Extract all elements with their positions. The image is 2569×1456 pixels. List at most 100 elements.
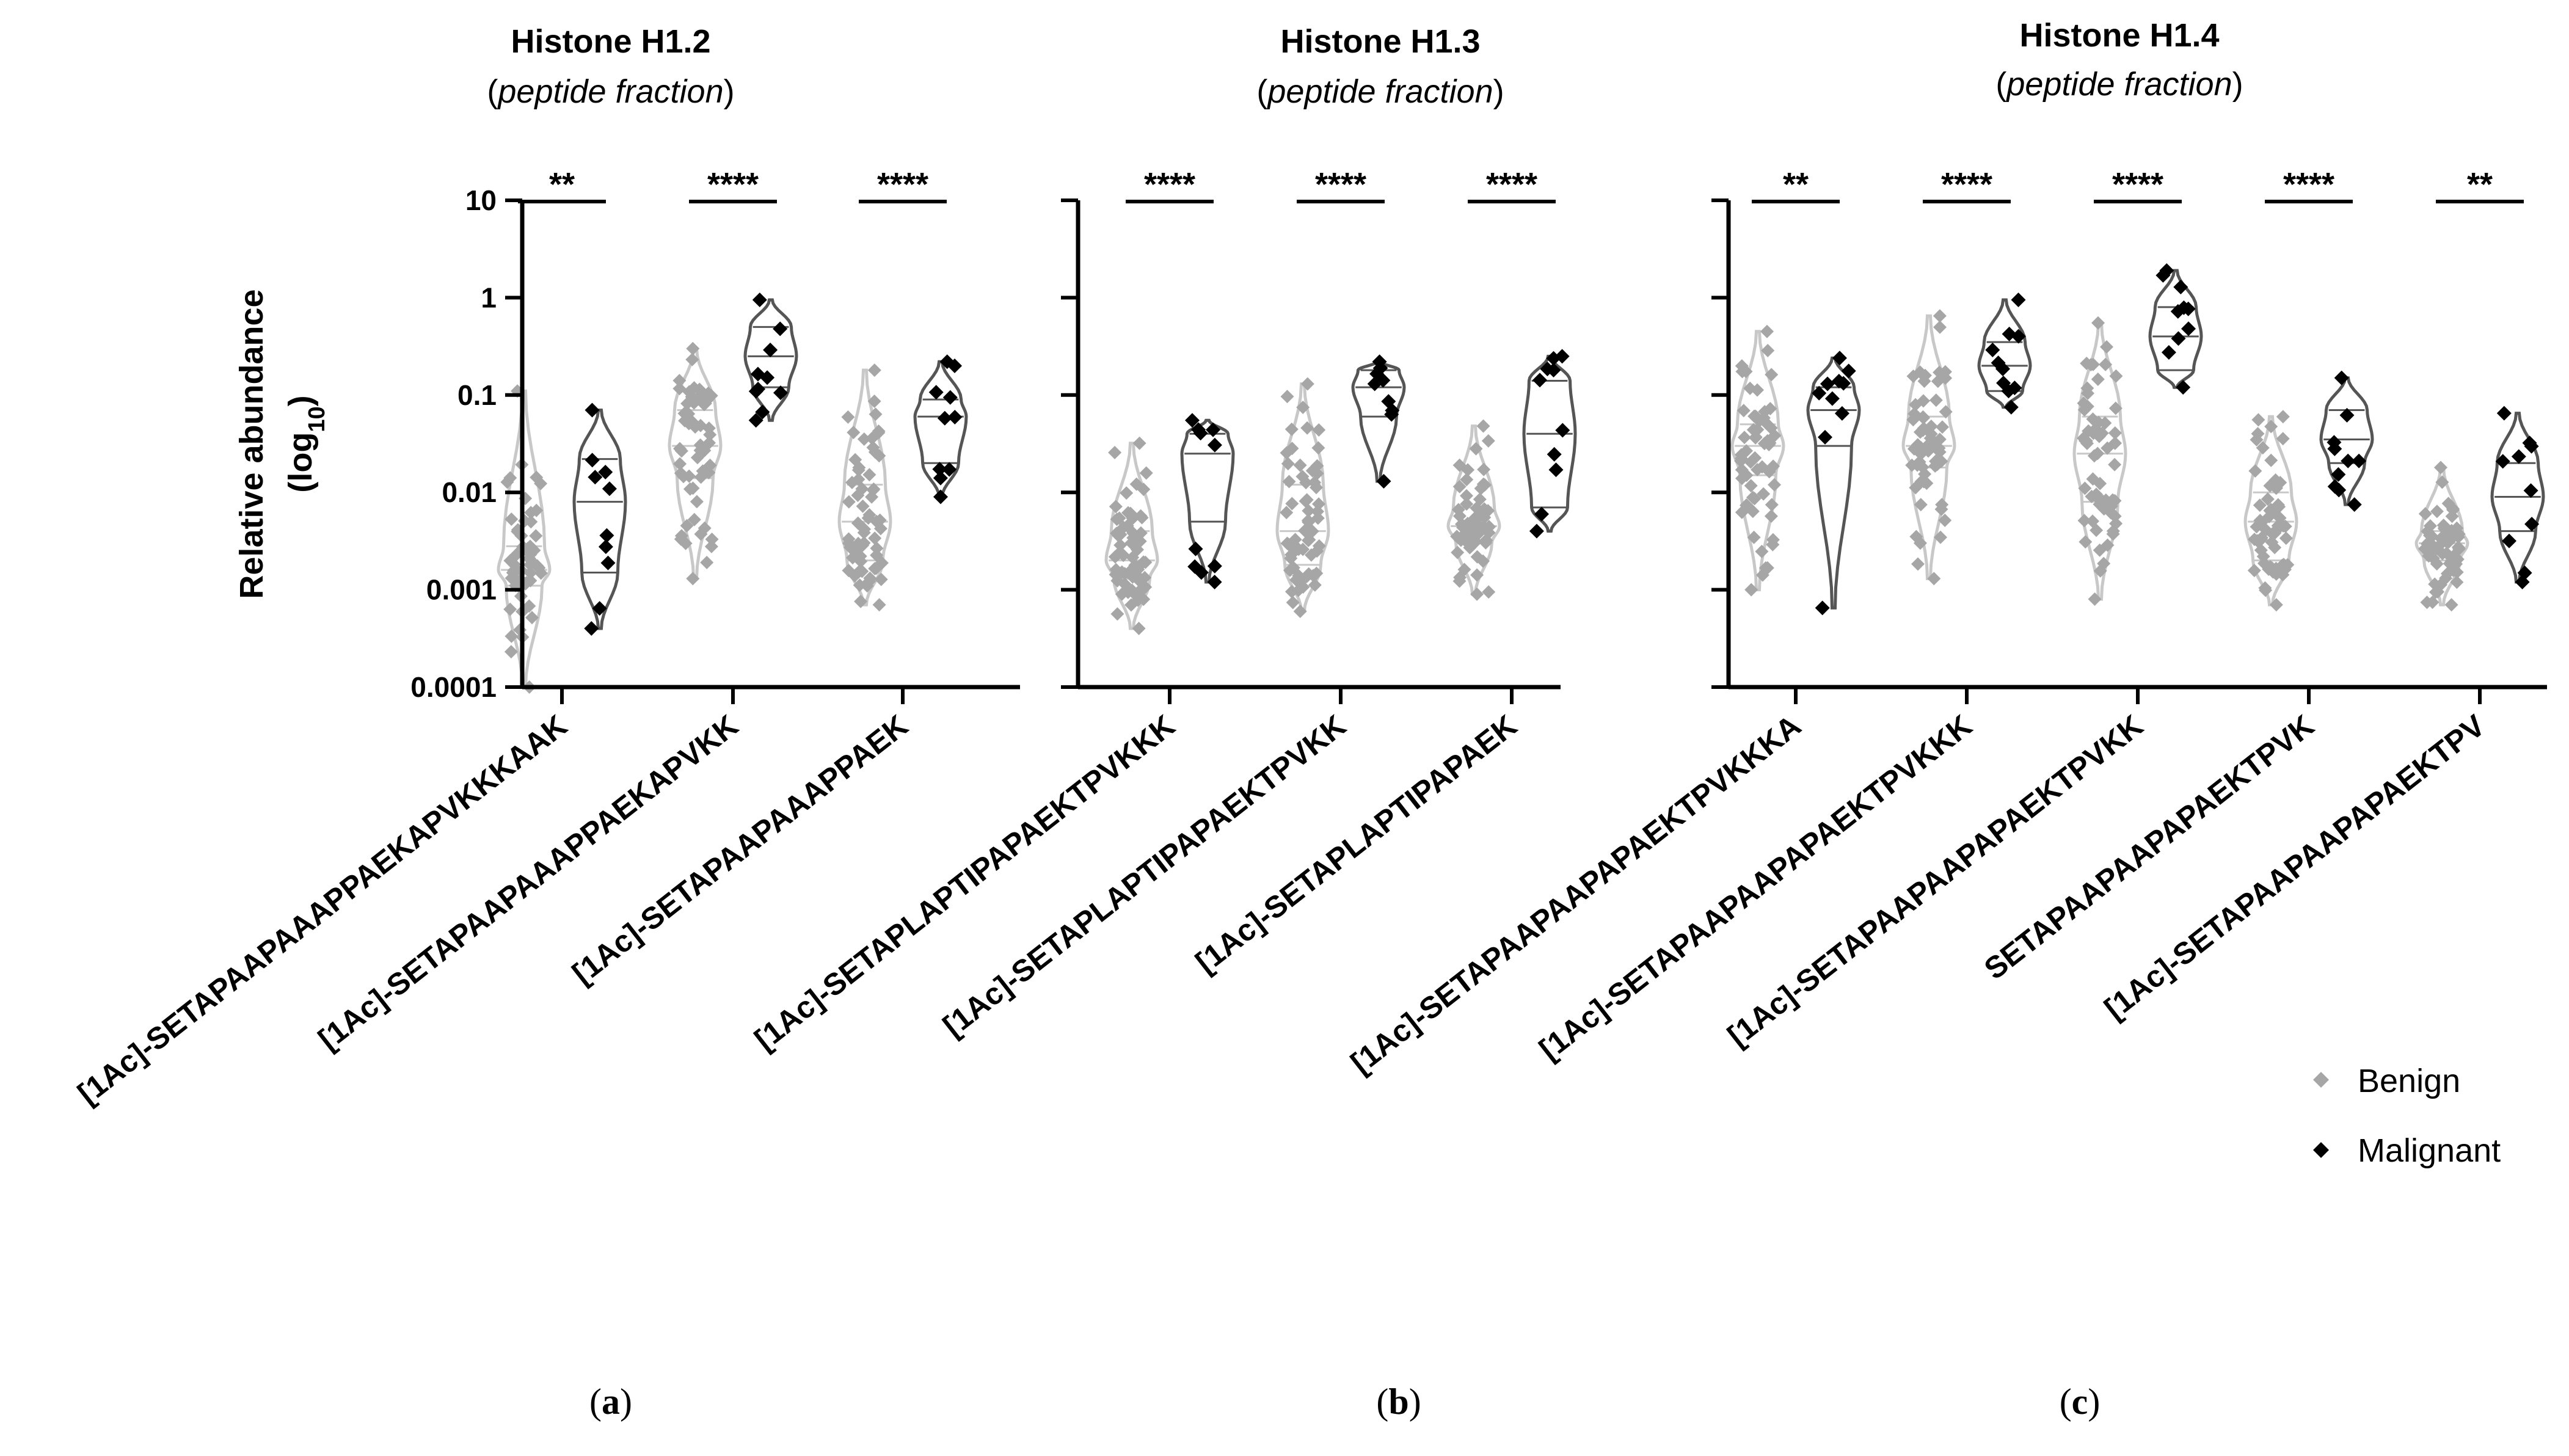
panel-a-cat2-benign-point <box>842 564 856 578</box>
panel-a-cat2-malignant-point <box>928 385 944 400</box>
panel-b-cat0-benign-point <box>1132 584 1146 598</box>
panel-c-cat1-malignant-point <box>2011 293 2026 307</box>
panel-c-cat0-benign-point <box>1760 324 1774 338</box>
panel-c-cat0-malignant-point <box>1832 351 1847 366</box>
panel-c-cat3-benign-point <box>2270 481 2283 495</box>
panel-a-cat2-benign-point <box>867 363 881 377</box>
panel-a-cat2-benign-point <box>851 472 865 486</box>
panel-a-cat2-benign-point <box>862 508 876 522</box>
panel-b-cat1-benign-point <box>1302 504 1316 518</box>
panel-b-cat0-malignant-point <box>1206 422 1220 437</box>
panel-c-cat4-benign-point <box>2444 598 2458 612</box>
panel-a-cat0-benign-point <box>505 571 519 585</box>
panel-c-cat3-malignant-point <box>2331 482 2347 498</box>
panel-a-cat0-benign-point <box>534 476 548 490</box>
panel-b-cat0-benign-point <box>1139 466 1153 480</box>
panel-b-cat2-benign-point <box>1482 585 1496 599</box>
panel-c-cat4-benign-point <box>2442 535 2456 549</box>
panel-a-cat0-malignant-violin <box>572 409 627 630</box>
panel-b-cat2-malignant-point <box>1529 523 1544 539</box>
panel-c-cat0-benign-point <box>1739 365 1753 379</box>
panel-b-cat0-benign-point <box>1124 536 1139 550</box>
panel-c-cat1-benign-point <box>1911 557 1925 571</box>
panel-a-cat2-benign-point <box>865 431 879 445</box>
panel-c-cat1-benign-point <box>1934 530 1947 544</box>
panel-a-cat2-benign-point <box>841 410 855 424</box>
panel-b-cat2-benign-point <box>1470 568 1484 582</box>
panel-c-cat4-benign-point <box>2418 507 2432 521</box>
panel-b-label: (b) <box>1376 1381 1421 1422</box>
panel-b-cat1-benign-point <box>1293 458 1307 472</box>
panel-a-cat0-benign-point <box>505 512 519 526</box>
panel-c-cat3-benign-point <box>2266 565 2280 579</box>
panel-a-cat0-malignant-point <box>599 528 614 543</box>
panel-a-cat0-benign-point <box>503 602 517 616</box>
panel-c-cat1-benign-point <box>1933 309 1947 323</box>
panel-b-cat1-benign-point <box>1305 464 1319 478</box>
panel-c-cat0-benign-point <box>1766 533 1780 547</box>
panel-a-cat1-benign-point <box>683 482 697 496</box>
panel-c-cat3-benign-point <box>2254 543 2268 557</box>
panel-b-cat0-malignant-point <box>1207 575 1222 589</box>
text-layer: 0.0001 0.001 0.01 0.1 1 10 Histone H1.2 (peptid… <box>71 17 2493 1422</box>
panel-c-cat4-benign-point <box>2434 460 2447 475</box>
panel-a-cat1-benign-point <box>687 512 701 526</box>
panel-c-cat2-malignant-point <box>2181 321 2196 337</box>
panel-c-cat4-benign-point <box>2435 475 2449 489</box>
panel-c-cat2-benign-point <box>2077 431 2091 445</box>
panel-c-cat2-benign-point <box>2088 592 2102 606</box>
panel-c-cat0-malignant-point <box>1836 376 1851 391</box>
panel-a-cat2-benign-point <box>842 532 856 546</box>
panel-b-cat2-benign-point <box>1455 517 1468 531</box>
panel-c-cat2-benign-point <box>2086 357 2100 371</box>
panel-c-cat3-benign-point <box>2269 598 2283 612</box>
panel-c-cat3-benign-point <box>2276 432 2290 446</box>
panel-c-cat2-significance: **** <box>2112 166 2163 203</box>
panel-c-cat2-malignant-point <box>2171 331 2186 346</box>
panel-c-cat4-significance: ** <box>2467 166 2493 203</box>
panel-b-cat1-benign-point <box>1280 446 1294 460</box>
panel-c-cat0-malignant-point <box>1812 385 1827 401</box>
panel-a-cat2-malignant-point <box>933 489 948 504</box>
panel-a-cat0-benign-point <box>505 629 519 643</box>
panel-c-cat1-benign-point <box>1936 420 1949 434</box>
panel-c-cat3-benign-point <box>2250 433 2264 446</box>
panel-a-cat2-benign-point <box>852 460 866 475</box>
panel-b-cat2-malignant-point <box>1540 362 1555 377</box>
panel-c-cat2-benign-point <box>2078 481 2092 495</box>
panel-c-cat3-benign-point <box>2256 441 2270 455</box>
y-tick-label: 0.0001 <box>410 671 497 703</box>
panel-c-cat0-benign-point <box>1760 434 1774 448</box>
panel-b-cat1-benign-point <box>1291 583 1305 597</box>
panel-b-cat2-label: [1Ac]-SETAPLAPTIPAPAEK <box>1189 708 1523 980</box>
panel-c-cat4-benign-point <box>2451 530 2465 544</box>
panel-c-cat3-benign-point <box>2268 504 2282 518</box>
panel-a-cat2-malignant-point <box>942 390 958 405</box>
panel-a-cat2-malignant-point <box>947 359 962 373</box>
panel-c-title: Histone H1.4 <box>2019 17 2219 54</box>
panel-b-cat2-benign-point <box>1479 534 1493 547</box>
legend-marker-benign <box>2313 1072 2329 1088</box>
panel-b-cat1-benign-point <box>1300 493 1314 507</box>
panel-a-label: (a) <box>589 1381 632 1422</box>
panel-c-cat2-malignant-point <box>2161 345 2176 360</box>
panel-c-cat0-malignant-point <box>1820 376 1835 391</box>
panel-a-cat2-benign-point <box>868 531 882 545</box>
panel-b-cat2-benign-point <box>1482 520 1496 534</box>
points-layer <box>500 263 2540 694</box>
panel-a-cat0-benign-point <box>530 503 544 517</box>
panel-a-cat0-benign-violin <box>497 389 552 689</box>
panel-a-cat1-malignant-point <box>751 382 766 396</box>
panel-b-cat0-benign-point <box>1118 567 1132 581</box>
panel-c-cat3-benign-point <box>2268 541 2282 555</box>
panel-c-cat1-benign-point <box>1929 393 1943 407</box>
panel-b-cat0-malignant-point <box>1185 413 1200 428</box>
y-tick-label: 10 <box>465 184 497 216</box>
panel-a-cat0-benign-point <box>525 611 539 625</box>
panel-c-cat3-malignant-point <box>2352 453 2367 468</box>
panel-b-cat2-benign-point <box>1460 473 1474 487</box>
panel-c-cat1-malignant-point <box>1996 376 2011 391</box>
panel-c-cat0-malignant-point <box>1815 600 1830 616</box>
panel-a-cat0-benign-point <box>504 645 518 659</box>
